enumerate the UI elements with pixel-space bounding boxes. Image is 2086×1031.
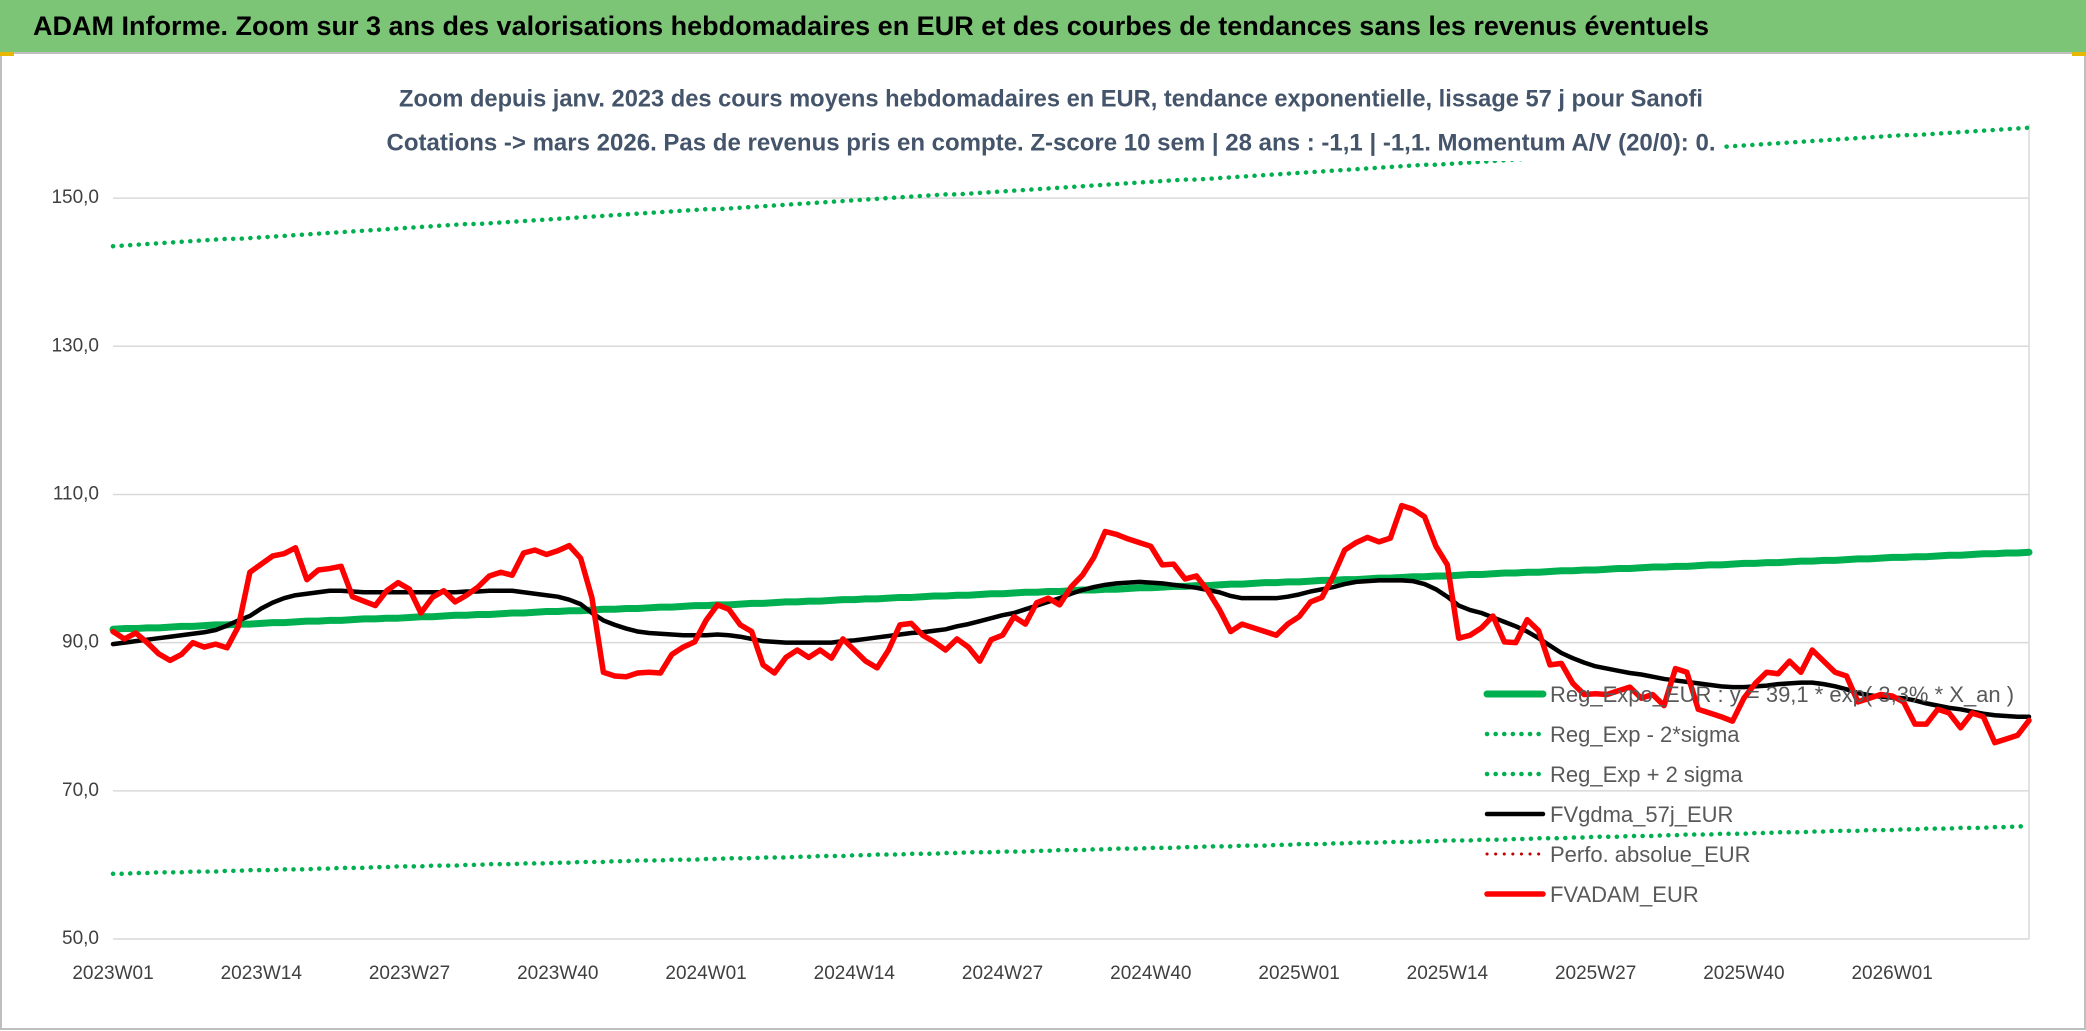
series-line xyxy=(110,578,2032,719)
x-tick-label: 2025W27 xyxy=(1555,963,1636,984)
x-tick-label: 2025W14 xyxy=(1407,963,1489,984)
x-tick-label: 2023W01 xyxy=(72,963,153,984)
y-tick-label: 90,0 xyxy=(62,632,99,653)
legend-label: Reg_Exp + 2 sigma xyxy=(1550,762,1743,787)
x-tick-label: 2023W40 xyxy=(517,963,598,984)
y-tick-label: 50,0 xyxy=(62,928,99,949)
title-bg xyxy=(391,83,1711,117)
chart-title: Zoom depuis janv. 2023 des cours moyens … xyxy=(399,85,1703,112)
x-tick-label: 2024W40 xyxy=(1110,963,1191,984)
corner-accent xyxy=(0,52,14,56)
x-tick-label: 2024W14 xyxy=(814,963,896,984)
corner-accent xyxy=(2072,52,2086,56)
x-tick-label: 2025W40 xyxy=(1703,963,1784,984)
banner-title: ADAM Informe. Zoom sur 3 ans des valoris… xyxy=(33,11,1709,41)
x-tick-label: 2026W01 xyxy=(1851,963,1932,984)
y-tick-label: 110,0 xyxy=(53,483,99,504)
title-bg xyxy=(378,127,1724,161)
x-tick-label: 2023W14 xyxy=(221,963,303,984)
legend-label: Reg_Expo_EUR : y = 39,1 * exp( 3,3% * X_… xyxy=(1550,682,2014,707)
banner-bg xyxy=(0,0,2086,53)
legend-label: FVgdma_57j_EUR xyxy=(1550,802,1733,827)
x-tick-label: 2023W27 xyxy=(369,963,450,984)
legend-label: Perfo. absolue_EUR xyxy=(1550,842,1751,867)
series-line xyxy=(110,502,2032,746)
y-tick-label: 70,0 xyxy=(62,780,99,801)
series-line xyxy=(110,824,2032,877)
chart-title: Cotations -> mars 2026. Pas de revenus p… xyxy=(387,129,1716,156)
legend-label: FVADAM_EUR xyxy=(1550,882,1699,907)
chart-frame xyxy=(0,52,2086,1030)
y-tick-label: 130,0 xyxy=(51,335,99,356)
legend-label: Reg_Exp - 2*sigma xyxy=(1550,722,1740,747)
x-tick-label: 2025W01 xyxy=(1258,963,1339,984)
y-tick-label: 150,0 xyxy=(51,187,99,208)
x-tick-label: 2024W27 xyxy=(962,963,1043,984)
x-tick-label: 2024W01 xyxy=(665,963,746,984)
